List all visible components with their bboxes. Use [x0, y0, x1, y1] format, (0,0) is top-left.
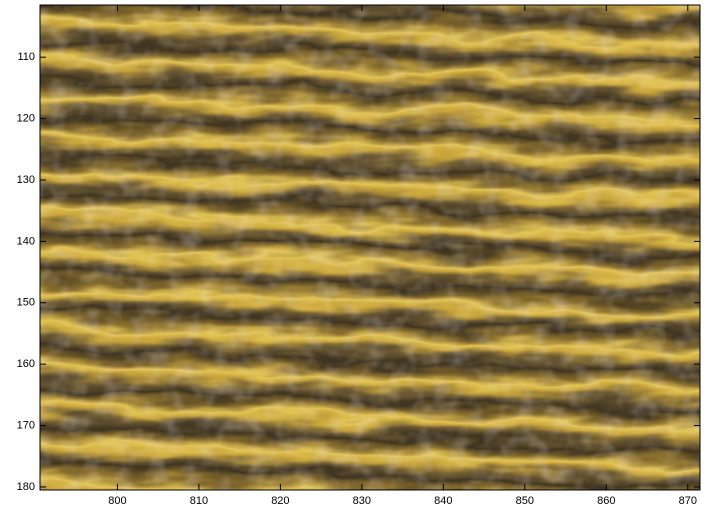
x-tick-label: 820 — [271, 495, 289, 507]
y-tick-label: 110 — [17, 51, 35, 63]
y-tick-label: 120 — [17, 112, 35, 124]
y-tick-label: 140 — [17, 235, 35, 247]
x-tick-label: 870 — [679, 495, 697, 507]
axes-box — [39, 4, 701, 491]
y-tick-label: 150 — [17, 297, 35, 309]
x-tick-label: 810 — [190, 495, 208, 507]
x-tick-label: 800 — [108, 495, 126, 507]
x-tick-label: 850 — [516, 495, 534, 507]
x-tick-label: 860 — [597, 495, 615, 507]
image-noise — [40, 5, 700, 490]
y-tick-label: 170 — [17, 419, 35, 431]
x-tick-label: 840 — [434, 495, 452, 507]
x-tick-label: 830 — [353, 495, 371, 507]
y-tick-label: 180 — [17, 481, 35, 493]
image — [40, 5, 700, 490]
y-tick-label: 130 — [17, 174, 35, 186]
y-tick-label: 160 — [17, 358, 35, 370]
